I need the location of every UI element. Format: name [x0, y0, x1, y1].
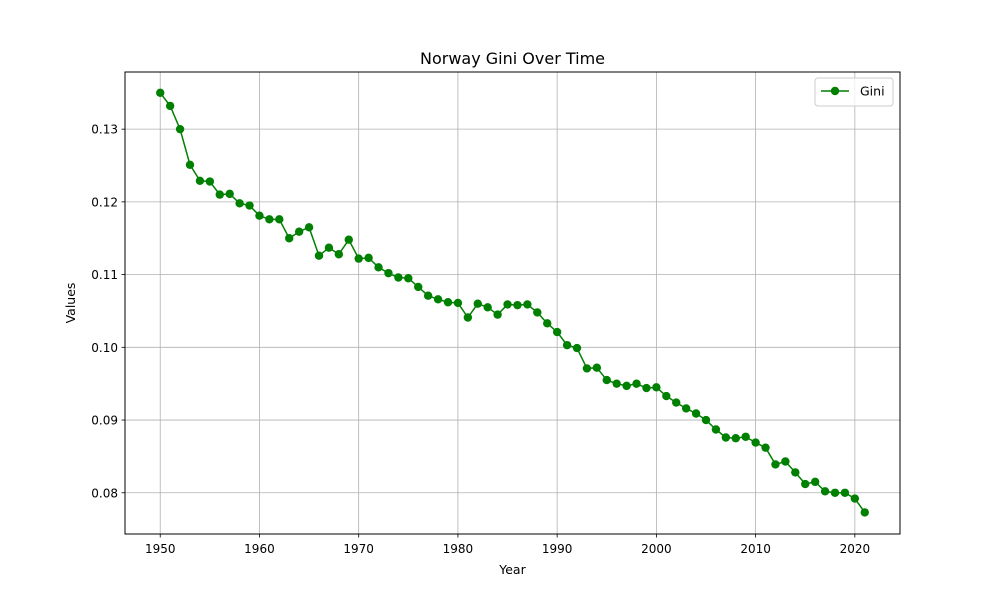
- data-point: [255, 211, 264, 220]
- data-point: [344, 235, 353, 244]
- x-tick-label: 1970: [343, 542, 374, 556]
- data-point: [433, 295, 443, 304]
- data-point: [314, 251, 324, 260]
- data-point: [235, 199, 244, 208]
- data-point: [582, 364, 592, 373]
- data-point: [423, 291, 433, 300]
- data-point: [622, 381, 631, 391]
- data-point: [711, 425, 721, 434]
- data-point: [781, 457, 790, 466]
- data-point: [652, 383, 661, 392]
- data-point: [384, 268, 393, 278]
- data-point: [810, 477, 820, 487]
- x-tick-label: 1960: [244, 542, 275, 556]
- data-point: [493, 310, 502, 319]
- data-point: [215, 190, 224, 199]
- data-point: [602, 375, 611, 385]
- data-point: [731, 434, 740, 443]
- data-point: [294, 227, 304, 236]
- data-point: [156, 88, 165, 98]
- data-point: [741, 432, 750, 441]
- data-point: [632, 379, 641, 388]
- data-point: [721, 433, 731, 442]
- chart-title: Norway Gini Over Time: [420, 49, 605, 68]
- y-tick-label: 0.13: [91, 123, 118, 137]
- x-tick-label: 1980: [443, 542, 474, 556]
- x-tick-label: 2020: [840, 542, 871, 556]
- legend-marker-gini: [830, 86, 840, 96]
- data-point: [751, 438, 760, 447]
- data-point: [185, 160, 195, 169]
- data-point: [681, 404, 691, 413]
- data-point: [523, 300, 532, 309]
- data-point: [354, 254, 363, 263]
- data-point: [245, 201, 254, 210]
- data-point: [533, 308, 542, 317]
- y-tick-label: 0.08: [91, 486, 118, 500]
- data-point: [205, 177, 215, 186]
- legend-label-gini: Gini: [860, 84, 885, 99]
- x-tick-label: 2010: [740, 542, 771, 556]
- x-tick-label: 2000: [641, 542, 672, 556]
- plot-frame: [124, 71, 901, 535]
- legend: Gini: [814, 77, 894, 107]
- data-point: [463, 313, 473, 322]
- data-point: [225, 189, 234, 199]
- data-point: [304, 223, 314, 232]
- data-point: [513, 300, 522, 310]
- data-point: [374, 263, 383, 272]
- data-point: [443, 298, 453, 307]
- data-point: [394, 273, 403, 282]
- data-point: [801, 479, 810, 489]
- y-axis-label: Values: [63, 283, 78, 324]
- legend-box: [814, 77, 894, 107]
- axis-ticks: 1950 1960 1970 1980 1990 2000 2010 2020 0.08 0.09…: [91, 123, 870, 556]
- data-point: [612, 379, 621, 388]
- data-point: [860, 508, 869, 517]
- data-point: [830, 488, 840, 497]
- data-point: [562, 340, 572, 350]
- x-tick-label: 1990: [542, 542, 573, 556]
- data-point: [285, 234, 294, 243]
- data-point: [265, 215, 274, 224]
- y-tick-label: 0.09: [91, 414, 118, 428]
- data-point: [473, 299, 482, 308]
- data-point: [543, 319, 552, 328]
- data-point: [414, 282, 423, 292]
- data-point: [820, 487, 830, 496]
- data-point: [850, 494, 860, 503]
- data-point: [642, 383, 651, 393]
- x-axis-label: Year: [498, 562, 526, 577]
- y-tick-label: 0.10: [91, 341, 118, 355]
- data-point: [483, 303, 492, 312]
- data-point: [672, 398, 681, 407]
- y-tick-label: 0.12: [91, 195, 118, 209]
- data-point: [701, 415, 711, 425]
- data-point: [572, 343, 582, 353]
- x-tick-label: 1950: [145, 542, 176, 556]
- data-point: [503, 300, 512, 309]
- series-layer: [156, 88, 869, 517]
- data-point: [453, 298, 463, 308]
- data-point: [334, 250, 344, 259]
- data-point: [791, 468, 800, 477]
- data-point: [324, 243, 334, 252]
- data-point: [195, 176, 205, 185]
- data-point: [771, 460, 780, 469]
- data-point: [662, 391, 671, 401]
- data-point: [404, 274, 413, 283]
- data-point: [552, 327, 562, 337]
- data-point: [840, 488, 850, 497]
- data-point: [691, 409, 701, 418]
- data-point: [275, 215, 284, 224]
- y-tick-label: 0.11: [91, 268, 118, 282]
- data-point: [364, 253, 373, 263]
- grid-lines: [125, 72, 900, 534]
- data-point: [165, 101, 175, 111]
- data-point: [592, 363, 602, 372]
- data-point: [761, 443, 770, 452]
- data-point: [175, 124, 185, 134]
